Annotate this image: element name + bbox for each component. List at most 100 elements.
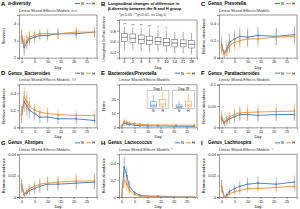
annotation: * <box>271 147 273 152</box>
panel-label: C <box>201 1 206 7</box>
x-axis: 0510152025 <box>120 127 198 134</box>
annotation: Linear Mixed-Effects Models <box>219 147 269 152</box>
error-bar <box>276 182 277 193</box>
error-bar <box>29 184 30 193</box>
tick: 15 <box>159 127 164 134</box>
legend-label: H <box>92 71 95 76</box>
tick-label: 25 <box>285 129 290 134</box>
axis-line <box>117 85 120 128</box>
title: Genus_Lactococcus <box>108 140 153 145</box>
annotation: Linear Mixed-Effects Models <box>19 8 69 13</box>
error-bar <box>76 110 77 120</box>
point <box>123 166 125 168</box>
point <box>223 53 225 55</box>
error-bar <box>21 178 22 191</box>
marks <box>21 174 96 197</box>
error-bar <box>24 35 25 52</box>
tick: 0.2 <box>210 38 219 43</box>
error-bar <box>26 34 27 48</box>
legend-swatch <box>75 142 80 143</box>
error-bar <box>34 30 35 40</box>
legend-label: N <box>81 71 84 76</box>
point <box>294 110 296 112</box>
error-bar <box>158 125 159 127</box>
point <box>275 187 277 189</box>
legend-swatch <box>186 73 191 74</box>
tick: 15 <box>259 58 264 65</box>
tick: 25 <box>185 127 190 134</box>
tick: 0.02 <box>8 173 19 178</box>
error-bar <box>158 195 159 197</box>
tick: 0.4 <box>110 50 119 55</box>
tick-label: 0.04 <box>8 152 17 157</box>
tick-label: 20 <box>72 60 77 65</box>
legend-label: N <box>181 140 184 145</box>
annotation: * <box>171 147 173 152</box>
tick: 25 <box>85 58 90 65</box>
tick: 25 <box>85 127 90 134</box>
point <box>175 124 177 126</box>
inset-label: H <box>187 109 190 113</box>
error-bar <box>234 108 235 121</box>
error-bar <box>134 122 135 126</box>
tick: 0 <box>114 195 119 200</box>
panel-label: B <box>101 1 106 7</box>
axis-line <box>17 155 20 198</box>
error-bar <box>24 87 25 107</box>
tick: 10 <box>246 127 251 134</box>
point <box>23 193 25 195</box>
tick-label: 25 <box>185 129 190 134</box>
legend-swatch <box>175 73 180 74</box>
tick-label: 4 <box>14 21 17 26</box>
legend-item: H <box>286 140 295 145</box>
legend-label: N <box>181 71 184 76</box>
box <box>180 40 186 47</box>
y-axis: 00.20.4 <box>10 85 19 130</box>
box <box>155 37 161 44</box>
point <box>194 124 196 126</box>
panel: EBacteroides/Prevotella010200510152025Da… <box>101 70 198 139</box>
point <box>239 40 241 42</box>
tick-label: 25 <box>185 199 190 204</box>
error-bar <box>226 115 227 124</box>
tick-label: 0 <box>21 60 24 65</box>
tick: 0.2 <box>110 178 119 183</box>
point <box>234 114 236 116</box>
tick: 5 <box>34 197 37 204</box>
error-bar <box>158 124 159 127</box>
tick: 20 <box>272 127 277 134</box>
error-bar <box>21 29 22 43</box>
tick: 20 <box>272 58 277 65</box>
x-axis-title: Day <box>154 204 161 209</box>
error-bar <box>94 27 95 37</box>
tick-label: 10 <box>246 60 251 65</box>
point <box>221 185 223 187</box>
tick-label: 0.4 <box>110 50 116 55</box>
tick: 25 <box>285 127 290 134</box>
box <box>172 39 178 47</box>
error-bar <box>29 97 30 114</box>
tick: 0.04 <box>208 152 219 157</box>
significance: ** <box>148 24 152 29</box>
tick: 4 <box>14 21 19 26</box>
point <box>57 114 59 116</box>
series-line <box>222 182 295 197</box>
frame <box>119 20 197 21</box>
tick-mark <box>117 42 119 43</box>
tick-label: 10 <box>146 129 151 134</box>
tick-mark <box>117 52 119 53</box>
point <box>34 35 36 37</box>
tick: 15 <box>59 197 64 204</box>
axis-line <box>17 85 20 128</box>
point <box>121 196 123 197</box>
tick-label: 0.6 <box>110 39 116 44</box>
marks <box>122 26 195 54</box>
point <box>221 185 223 187</box>
significance: ** <box>140 23 144 28</box>
point <box>26 191 28 193</box>
tick: 0 <box>221 127 224 134</box>
legend-label: N <box>281 1 284 6</box>
point <box>294 35 296 37</box>
x-axis: 0510152025 <box>220 197 298 204</box>
tick: 20 <box>72 58 77 65</box>
